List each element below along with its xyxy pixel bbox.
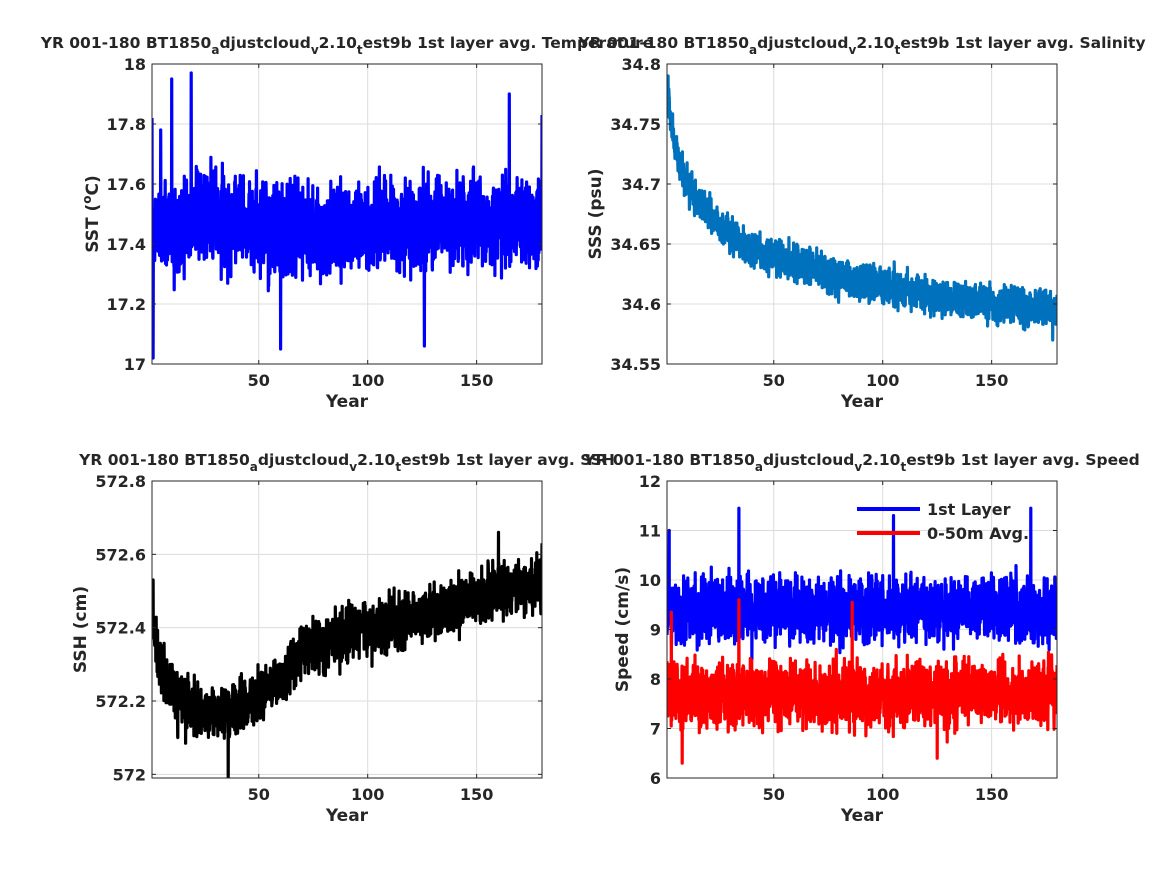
y-tick-label: 11 (639, 522, 661, 541)
title-segment: 2.10 (856, 34, 894, 52)
title-segment: djustcloud (763, 451, 854, 469)
y-tick-label: 8 (650, 670, 661, 689)
y-axis-label-superscript: o (80, 195, 94, 203)
chart-sss: 50 100 150 34.55 34.6 34.65 34.7 34.75 34.8 Year S… (577, 34, 1145, 412)
y-tick-label: 12 (639, 472, 661, 491)
x-axis-label: Year (840, 806, 884, 826)
y-tick-label: 17.4 (107, 235, 146, 254)
x-tick-label: 100 (351, 785, 384, 804)
y-axis-label-text: SSH (cm) (71, 586, 91, 673)
y-tick-label: 17.2 (107, 295, 146, 314)
title-subscript: v (349, 460, 357, 474)
y-axis-label: SST (oC) (80, 175, 103, 253)
series-line-1st-layer (667, 506, 1057, 661)
title-subscript: t (395, 460, 401, 474)
title-segment: YR 001-180 BT1850 (40, 34, 212, 52)
title-segment: 2.10 (357, 451, 395, 469)
x-tick-label: 100 (351, 371, 384, 390)
y-tick-label: 17.8 (107, 115, 146, 134)
x-tick-label: 150 (460, 371, 493, 390)
y-axis-label-text: SSS (psu) (586, 168, 606, 259)
title-segment: YR 001-180 BT1850 (78, 451, 250, 469)
chart-title: YR 001-180 BT1850adjustcloudv2.10test9b … (78, 451, 615, 474)
y-tick-label: 34.6 (622, 295, 661, 314)
x-tick-label: 150 (460, 785, 493, 804)
title-segment: est9b 1st layer avg. Temperature (363, 34, 654, 52)
title-segment: djustcloud (757, 34, 848, 52)
title-segment: YR 001-180 BT1850 (583, 451, 755, 469)
axes-box (151, 480, 543, 779)
y-tick-label: 10 (639, 571, 661, 590)
title-segment: 2.10 (862, 451, 900, 469)
y-tick-label: 17.6 (107, 175, 146, 194)
y-tick-label: 572 (113, 765, 146, 784)
x-axis-label: Year (325, 806, 369, 826)
y-tick-label: 34.65 (610, 235, 661, 254)
y-axis-label: Speed (cm/s) (613, 567, 633, 692)
axes-box (151, 63, 543, 365)
title-subscript: a (211, 43, 219, 57)
title-subscript: v (854, 460, 862, 474)
title-subscript: v (849, 43, 857, 57)
y-tick-label: 34.8 (622, 55, 661, 74)
chart-title: YR 001-180 BT1850adjustcloudv2.10test9b … (40, 34, 654, 57)
title-subscript: v (311, 43, 319, 57)
title-segment: YR 001-180 BT1850 (577, 34, 749, 52)
x-tick-label: 150 (975, 371, 1008, 390)
title-segment: 2.10 (319, 34, 357, 52)
y-axis-label-end: C) (83, 175, 103, 195)
x-tick-label: 50 (248, 371, 270, 390)
title-subscript: t (357, 43, 363, 57)
x-axis-label: Year (840, 392, 884, 412)
series-line-0-50m-avg- (667, 598, 1057, 765)
title-subscript: a (755, 460, 763, 474)
x-tick-label: 50 (763, 371, 785, 390)
x-tick-label: 100 (866, 785, 899, 804)
title-segment: est9b 1st layer avg. SSH (401, 451, 615, 469)
y-tick-label: 18 (124, 55, 146, 74)
chart-speed: 50 100 150 6 7 8 9 10 11 12 Year Speed (cm/s) YR 001… (583, 451, 1139, 826)
y-tick-label: 17 (124, 355, 146, 374)
axes-box (666, 63, 1058, 365)
y-tick-label: 6 (650, 769, 661, 788)
y-tick-label: 572.4 (95, 619, 146, 638)
y-axis-label: SSH (cm) (71, 586, 91, 673)
y-tick-label: 34.75 (610, 115, 661, 134)
y-tick-label: 572.2 (95, 692, 146, 711)
title-subscript: t (900, 460, 906, 474)
chart-title: YR 001-180 BT1850adjustcloudv2.10test9b … (577, 34, 1145, 57)
y-axis-label-text: SST ( (83, 204, 103, 253)
x-tick-label: 50 (248, 785, 270, 804)
title-segment: est9b 1st layer avg. Salinity (900, 34, 1145, 52)
y-tick-label: 34.55 (610, 355, 661, 374)
chart-title: YR 001-180 BT1850adjustcloudv2.10test9b … (583, 451, 1139, 474)
title-segment: est9b 1st layer avg. Speed (906, 451, 1140, 469)
y-tick-label: 572.6 (95, 545, 146, 564)
series-line-ssh (152, 530, 542, 778)
series-line-sss (667, 74, 1057, 342)
y-tick-label: 7 (650, 720, 661, 739)
chart-ssh: 50 100 150 572 572.2 572.4 572.6 572.8 Year SSH (… (71, 451, 615, 826)
y-axis-label-text: Speed (cm/s) (613, 567, 633, 692)
chart-sst: 50 100 150 17 17.2 17.4 17.6 17.8 18 Year SST (oC)… (40, 34, 654, 412)
y-tick-label: 34.7 (622, 175, 661, 194)
y-tick-label: 9 (650, 621, 661, 640)
title-segment: djustcloud (219, 34, 310, 52)
x-tick-label: 50 (763, 785, 785, 804)
x-tick-label: 100 (866, 371, 899, 390)
y-tick-label: 572.8 (95, 472, 146, 491)
series-line-sst (152, 71, 542, 360)
title-segment: djustcloud (258, 451, 349, 469)
title-subscript: a (250, 460, 258, 474)
title-subscript: t (895, 43, 901, 57)
x-axis-label: Year (325, 392, 369, 412)
y-axis-label: SSS (psu) (586, 168, 606, 259)
title-subscript: a (749, 43, 757, 57)
x-tick-label: 150 (975, 785, 1008, 804)
legend-label: 0-50m Avg. (927, 524, 1029, 543)
legend-label: 1st Layer (927, 500, 1011, 519)
